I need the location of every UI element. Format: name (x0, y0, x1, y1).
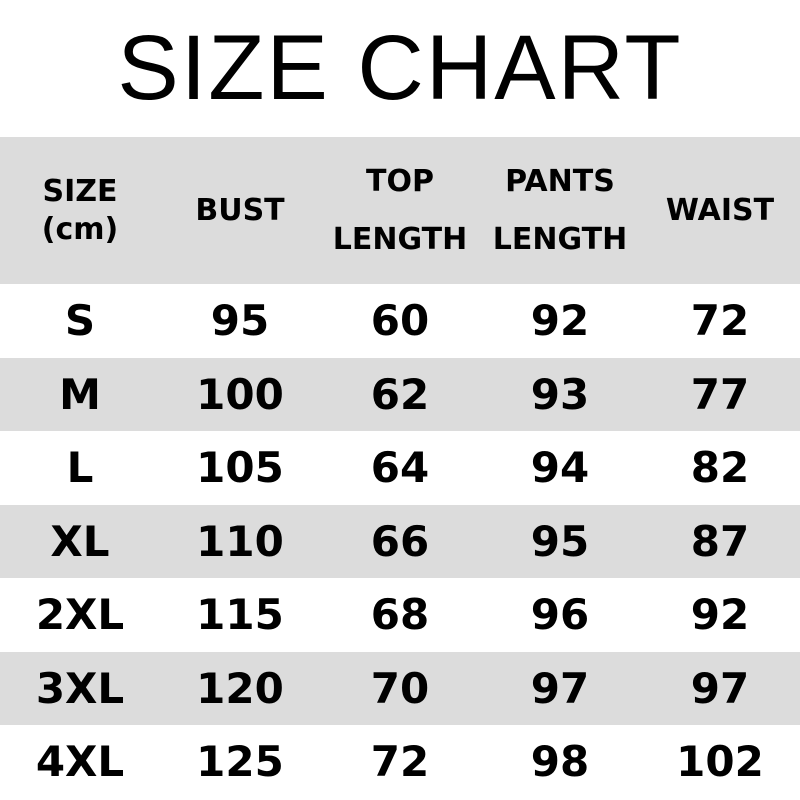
table-row: 2XL 115 68 96 92 (0, 578, 800, 652)
table-row: S 95 60 92 72 (0, 284, 800, 358)
cell-pants-length: 97 (530, 663, 590, 713)
cell-pants-length: 98 (530, 737, 590, 787)
table-header: SIZE (cm) BUST TOP LENGTH PANTS LENGTH W… (0, 137, 800, 284)
cell-size: XL (50, 516, 110, 566)
cell-waist: 77 (690, 369, 750, 419)
cell-bust: 110 (196, 516, 284, 566)
cell-bust: 100 (196, 369, 284, 419)
cell-size: 3XL (35, 663, 125, 713)
cell-waist: 92 (690, 590, 750, 640)
cell-size: L (66, 443, 94, 493)
table-row: XL 110 66 95 87 (0, 504, 800, 578)
table-row: L 105 64 94 82 (0, 431, 800, 505)
cell-top-length: 62 (370, 369, 430, 419)
page-title: SIZE CHART (117, 17, 683, 119)
header-pants-length: PANTS LENGTH (480, 137, 640, 284)
cell-pants-length: 94 (530, 443, 590, 493)
table-body: S 95 60 92 72 M 100 62 93 77 L 105 64 94 82 XL 110 66 95 87… (0, 284, 800, 799)
cell-bust: 120 (196, 663, 284, 713)
header-top-line2: LENGTH (332, 221, 468, 257)
header-bust: BUST (195, 192, 285, 228)
cell-pants-length: 95 (530, 516, 590, 566)
cell-top-length: 70 (370, 663, 430, 713)
cell-size: M (59, 369, 101, 419)
table-row: 4XL 125 72 98 102 (0, 725, 800, 799)
cell-size: 4XL (35, 737, 125, 787)
cell-bust: 115 (196, 590, 284, 640)
cell-waist: 87 (690, 516, 750, 566)
cell-top-length: 66 (370, 516, 430, 566)
cell-top-length: 60 (370, 296, 430, 346)
cell-top-length: 72 (370, 737, 430, 787)
cell-bust: 125 (196, 737, 284, 787)
header-size-label: SIZE (42, 174, 118, 209)
cell-top-length: 64 (370, 443, 430, 493)
cell-pants-length: 93 (530, 369, 590, 419)
header-top-line1: TOP (366, 163, 434, 199)
header-top-length: TOP LENGTH (320, 137, 480, 284)
cell-waist: 102 (676, 737, 764, 787)
cell-pants-length: 96 (530, 590, 590, 640)
header-waist: WAIST (665, 192, 775, 228)
cell-waist: 82 (690, 443, 750, 493)
cell-waist: 72 (690, 296, 750, 346)
header-pants-line2: LENGTH (492, 221, 628, 257)
table-row: 3XL 120 70 97 97 (0, 651, 800, 725)
header-size: SIZE (cm) (0, 137, 160, 284)
table-row: M 100 62 93 77 (0, 357, 800, 431)
cell-top-length: 68 (370, 590, 430, 640)
cell-size: 2XL (35, 590, 125, 640)
cell-bust: 105 (196, 443, 284, 493)
cell-waist: 97 (690, 663, 750, 713)
header-pants-line1: PANTS (505, 163, 615, 199)
cell-pants-length: 92 (530, 296, 590, 346)
header-size-unit: (cm) (41, 211, 119, 247)
cell-size: S (64, 296, 96, 346)
cell-bust: 95 (210, 296, 270, 346)
